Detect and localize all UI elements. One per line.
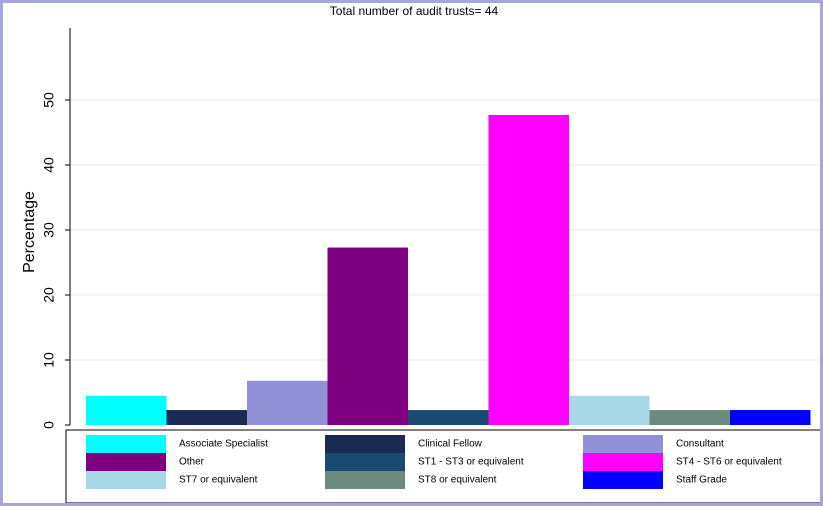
y-tick-label: 10 xyxy=(41,352,57,368)
y-tick-label: 50 xyxy=(41,92,57,108)
legend-swatch xyxy=(325,471,405,489)
legend-label: Other xyxy=(179,457,205,468)
bar-clinical-fellow xyxy=(166,410,247,425)
bar-staff-grade xyxy=(730,410,811,425)
legend-swatch xyxy=(583,435,663,453)
legend-box xyxy=(65,429,820,503)
legend-swatch xyxy=(86,453,166,471)
legend-label: Consultant xyxy=(676,439,724,450)
bar-consultant xyxy=(247,380,328,425)
legend-label: ST1 - ST3 or equivalent xyxy=(418,457,524,468)
legend-swatch xyxy=(86,435,166,453)
bar-st8-or-equivalent xyxy=(649,410,730,425)
grid-lines xyxy=(70,99,820,361)
legend-label: ST8 or equivalent xyxy=(418,475,497,486)
legend-label: Staff Grade xyxy=(676,475,727,486)
bar-st7-or-equivalent xyxy=(569,395,650,425)
y-axis-label: Percentage xyxy=(21,191,38,273)
legend-label: Clinical Fellow xyxy=(418,439,483,450)
bar-other xyxy=(327,247,408,425)
legend-swatch xyxy=(325,453,405,471)
y-tick-label: 20 xyxy=(41,287,57,303)
legend: Associate Specialist Clinical Fellow Consu… xyxy=(65,429,820,503)
legend-label: ST4 - ST6 or equivalent xyxy=(676,457,782,468)
legend-swatch xyxy=(583,471,663,489)
chart-title: Total number of audit trusts= 44 xyxy=(330,4,499,18)
y-tick-label: 40 xyxy=(41,157,57,173)
legend-label: Associate Specialist xyxy=(179,439,268,450)
bar-st1-st3-or-equivalent xyxy=(408,410,489,425)
legend-label: ST7 or equivalent xyxy=(179,475,258,486)
y-tick-label: 30 xyxy=(41,222,57,238)
y-axis: 0 10 20 30 40 50 xyxy=(41,28,71,429)
legend-swatch xyxy=(325,435,405,453)
bar-associate-specialist xyxy=(86,395,167,425)
legend-swatch xyxy=(86,471,166,489)
y-tick-label: 0 xyxy=(41,421,57,429)
bar-st4-st6-or-equivalent xyxy=(488,114,569,425)
legend-swatch xyxy=(583,453,663,471)
bars xyxy=(86,114,811,425)
bar-chart: 0 10 20 30 40 50 Total number of audit trusts… xyxy=(21,4,820,503)
